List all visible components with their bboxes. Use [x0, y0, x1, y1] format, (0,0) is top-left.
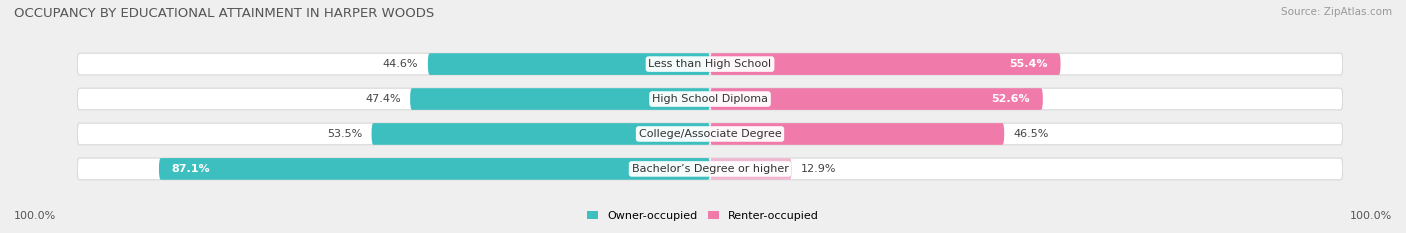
Text: 12.9%: 12.9%	[801, 164, 837, 174]
Text: Bachelor’s Degree or higher: Bachelor’s Degree or higher	[631, 164, 789, 174]
Text: OCCUPANCY BY EDUCATIONAL ATTAINMENT IN HARPER WOODS: OCCUPANCY BY EDUCATIONAL ATTAINMENT IN H…	[14, 7, 434, 20]
Text: College/Associate Degree: College/Associate Degree	[638, 129, 782, 139]
FancyBboxPatch shape	[371, 123, 710, 145]
FancyBboxPatch shape	[77, 123, 1343, 145]
FancyBboxPatch shape	[710, 53, 1060, 75]
FancyBboxPatch shape	[77, 88, 1343, 110]
FancyBboxPatch shape	[411, 88, 710, 110]
Text: 55.4%: 55.4%	[1010, 59, 1047, 69]
Text: 100.0%: 100.0%	[14, 211, 56, 221]
Text: Less than High School: Less than High School	[648, 59, 772, 69]
Text: 47.4%: 47.4%	[366, 94, 401, 104]
Text: 52.6%: 52.6%	[991, 94, 1031, 104]
Text: Source: ZipAtlas.com: Source: ZipAtlas.com	[1281, 7, 1392, 17]
Text: 46.5%: 46.5%	[1014, 129, 1049, 139]
Text: 53.5%: 53.5%	[326, 129, 363, 139]
Text: 87.1%: 87.1%	[172, 164, 211, 174]
FancyBboxPatch shape	[710, 123, 1004, 145]
FancyBboxPatch shape	[77, 53, 1343, 75]
Text: 44.6%: 44.6%	[382, 59, 419, 69]
FancyBboxPatch shape	[710, 158, 792, 180]
Text: High School Diploma: High School Diploma	[652, 94, 768, 104]
Text: 100.0%: 100.0%	[1350, 211, 1392, 221]
FancyBboxPatch shape	[710, 88, 1043, 110]
FancyBboxPatch shape	[77, 158, 1343, 180]
FancyBboxPatch shape	[159, 158, 710, 180]
Legend: Owner-occupied, Renter-occupied: Owner-occupied, Renter-occupied	[582, 206, 824, 225]
FancyBboxPatch shape	[427, 53, 710, 75]
